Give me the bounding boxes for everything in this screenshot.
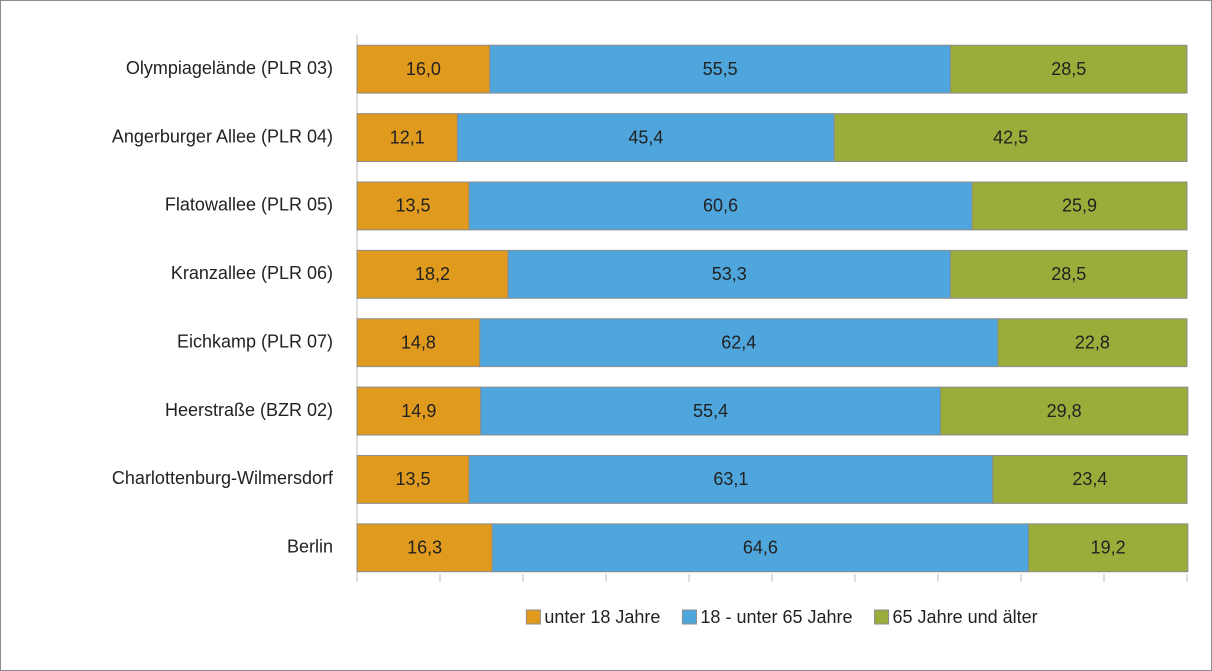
value-label: 19,2 bbox=[1091, 538, 1126, 558]
legend-swatch bbox=[681, 609, 697, 625]
bar-segment bbox=[356, 386, 482, 436]
bar-segment bbox=[997, 318, 1188, 368]
y-tick-label: Eichkamp (PLR 07) bbox=[177, 331, 333, 351]
y-tick-label: Kranzallee (PLR 06) bbox=[171, 263, 333, 283]
bar-segment bbox=[356, 318, 481, 368]
value-label: 25,9 bbox=[1062, 196, 1097, 216]
legend-swatch bbox=[874, 609, 890, 625]
value-label: 45,4 bbox=[628, 127, 663, 147]
y-tick-label: Flatowallee (PLR 05) bbox=[165, 195, 333, 215]
bar-segment bbox=[468, 455, 994, 504]
value-label: 55,4 bbox=[693, 401, 728, 421]
y-tick-label: Angerburger Allee (PLR 04) bbox=[112, 126, 333, 146]
bar-segment bbox=[1027, 523, 1189, 573]
value-label: 28,5 bbox=[1051, 59, 1086, 79]
bar-segment bbox=[356, 44, 491, 94]
bar-segment bbox=[949, 44, 1188, 94]
bar-segment bbox=[356, 455, 470, 504]
bar-segment bbox=[468, 181, 973, 231]
value-label: 42,5 bbox=[993, 127, 1028, 147]
bar-segment bbox=[491, 523, 1029, 573]
value-label: 64,6 bbox=[743, 538, 778, 558]
bar-segment bbox=[480, 386, 941, 436]
value-label: 16,3 bbox=[407, 538, 442, 558]
value-label: 18,2 bbox=[415, 264, 450, 284]
y-tick-label: Olympiagelände (PLR 03) bbox=[126, 58, 333, 78]
value-label: 55,5 bbox=[703, 59, 738, 79]
bar-segment bbox=[971, 181, 1188, 231]
value-label: 22,8 bbox=[1075, 332, 1110, 352]
y-tick-label: Charlottenburg-Wilmersdorf bbox=[112, 468, 334, 488]
bar-segment bbox=[489, 44, 951, 94]
y-tick-label: Berlin bbox=[287, 537, 333, 557]
value-label: 63,1 bbox=[713, 469, 748, 489]
value-label: 60,6 bbox=[703, 196, 738, 216]
legend-swatch bbox=[525, 609, 541, 625]
bar-segment bbox=[507, 249, 951, 299]
value-label: 13,5 bbox=[396, 196, 431, 216]
value-label: 14,8 bbox=[401, 332, 436, 352]
bar-segment bbox=[479, 318, 999, 368]
bar-segment bbox=[833, 113, 1188, 162]
value-label: 53,3 bbox=[712, 264, 747, 284]
bar-segment bbox=[356, 249, 509, 299]
value-label: 12,1 bbox=[390, 127, 425, 147]
value-label: 14,9 bbox=[401, 401, 436, 421]
value-label: 23,4 bbox=[1072, 469, 1107, 489]
legend-label: 65 Jahre und älter bbox=[893, 607, 1038, 627]
y-tick-label: Heerstraße (BZR 02) bbox=[165, 400, 333, 420]
value-label: 16,0 bbox=[406, 59, 441, 79]
bar-segment bbox=[939, 386, 1189, 436]
value-label: 62,4 bbox=[721, 332, 756, 352]
legend-label: unter 18 Jahre bbox=[544, 607, 660, 627]
value-label: 28,5 bbox=[1051, 264, 1086, 284]
bar-segment bbox=[949, 249, 1188, 299]
value-label: 29,8 bbox=[1047, 401, 1082, 421]
legend-label: 18 - unter 65 Jahre bbox=[700, 607, 852, 627]
bar-segment bbox=[356, 113, 458, 162]
bar-segment bbox=[456, 113, 835, 162]
value-label: 13,5 bbox=[396, 469, 431, 489]
bar-segment bbox=[992, 455, 1188, 504]
